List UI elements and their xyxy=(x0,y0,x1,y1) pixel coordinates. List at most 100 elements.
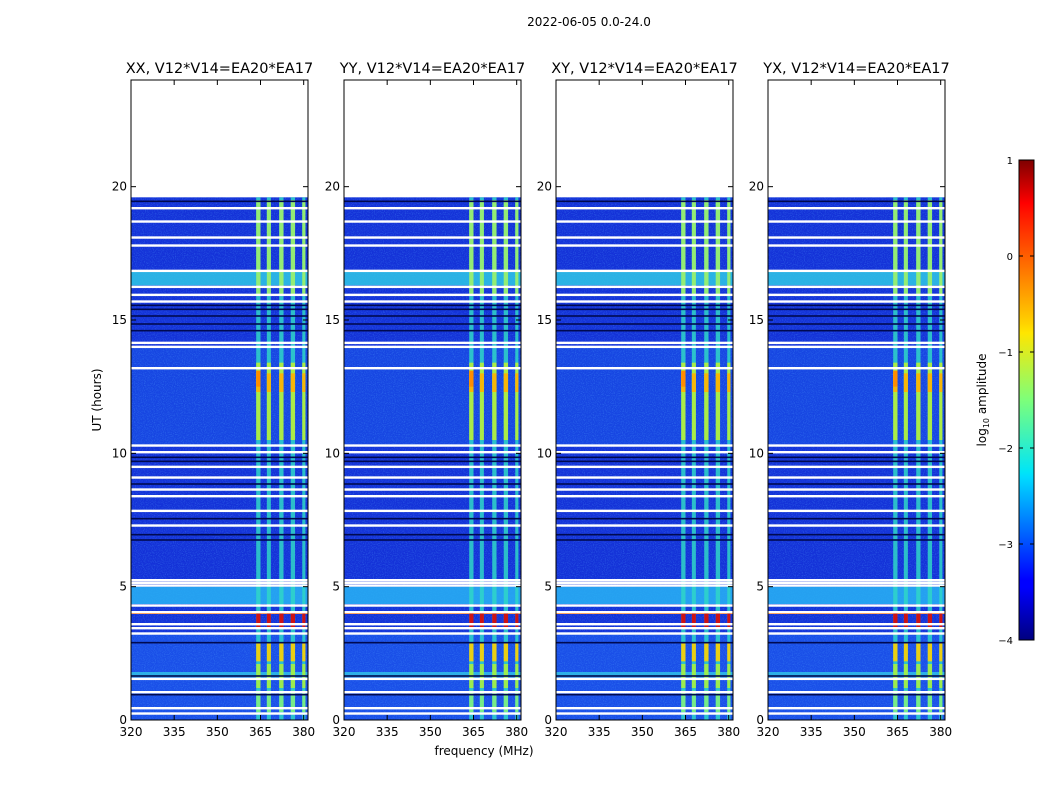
rfi-band xyxy=(916,197,921,721)
data-gap xyxy=(556,579,733,582)
rfi-block xyxy=(503,613,509,628)
rfi-band xyxy=(503,197,509,721)
y-tick-label: 15 xyxy=(537,313,552,327)
data-gap xyxy=(768,707,945,710)
data-gap xyxy=(556,623,733,626)
rfi-block xyxy=(939,690,943,712)
data-gap xyxy=(768,691,945,694)
rfi-block xyxy=(939,200,943,296)
rfi-block xyxy=(515,200,519,296)
dark-line xyxy=(131,533,308,536)
data-gap xyxy=(556,611,733,614)
rfi-block xyxy=(302,362,306,440)
rfi-block xyxy=(903,362,908,440)
rfi-band xyxy=(715,197,721,721)
data-gap xyxy=(344,495,521,498)
dark-line xyxy=(556,483,733,485)
data-gap xyxy=(556,632,733,635)
y-tick-label: 10 xyxy=(537,446,552,460)
rfi-block xyxy=(503,200,509,296)
rfi-block xyxy=(256,362,261,440)
rfi-block xyxy=(279,373,284,392)
rfi-block xyxy=(302,373,306,392)
rfi-block xyxy=(515,613,519,628)
data-gap xyxy=(556,604,733,607)
rfi-block xyxy=(691,690,696,712)
data-gap xyxy=(131,627,308,630)
rfi-block xyxy=(939,642,943,662)
colorbar-label: log10 amplitude xyxy=(975,354,991,447)
colorbar-label-sub: 10 xyxy=(982,418,991,428)
dark-line xyxy=(131,641,308,644)
rfi-block xyxy=(691,362,696,440)
x-tick-label: 350 xyxy=(206,725,229,739)
data-gap xyxy=(556,677,733,681)
rfi-block xyxy=(927,200,933,296)
data-gap xyxy=(344,465,521,469)
y-tick-label: 5 xyxy=(332,580,340,594)
rfi-block xyxy=(469,200,474,296)
colorbar-tick-label: −4 xyxy=(998,636,1013,647)
data-gap xyxy=(344,345,521,349)
data-gap xyxy=(556,509,733,513)
y-tick-label: 0 xyxy=(119,713,127,727)
rfi-block xyxy=(893,613,898,628)
dark-line xyxy=(768,315,945,317)
data-gap xyxy=(344,509,521,513)
data-gap xyxy=(131,236,308,239)
data-gap xyxy=(768,220,945,223)
rfi-band xyxy=(266,197,271,721)
data-gap xyxy=(768,341,945,345)
data-gap xyxy=(556,712,733,715)
data-gap xyxy=(556,488,733,491)
data-gap xyxy=(131,488,308,491)
rfi-block xyxy=(681,642,686,662)
rfi-block xyxy=(715,690,721,712)
data-gap xyxy=(556,269,733,273)
data-gap xyxy=(131,632,308,635)
rfi-band xyxy=(939,197,943,721)
y-tick-label: 15 xyxy=(325,313,340,327)
data-gap xyxy=(556,341,733,345)
data-gap xyxy=(768,627,945,630)
rfi-hotspot xyxy=(893,370,898,387)
dark-line xyxy=(344,315,521,317)
dark-line xyxy=(556,304,733,307)
data-gap xyxy=(768,623,945,626)
broadband-strip xyxy=(344,272,521,286)
dark-line xyxy=(768,308,945,311)
dark-line xyxy=(131,315,308,317)
data-gap xyxy=(344,207,521,210)
data-gap xyxy=(131,345,308,349)
rfi-block xyxy=(715,362,721,440)
dark-line xyxy=(131,329,308,332)
data-gap xyxy=(556,244,733,247)
x-tick-label: 350 xyxy=(843,725,866,739)
data-gap xyxy=(344,584,521,587)
rfi-band xyxy=(681,197,686,721)
data-gap xyxy=(131,367,308,370)
data-gap xyxy=(344,524,521,527)
dark-line xyxy=(344,517,521,520)
rfi-block xyxy=(704,362,709,440)
data-gap xyxy=(131,611,308,614)
rfi-band xyxy=(704,197,709,721)
colorbar-tick-label: 0 xyxy=(1007,252,1013,263)
dark-line xyxy=(768,533,945,536)
rfi-block xyxy=(492,200,497,296)
data-gap xyxy=(131,579,308,582)
data-gap xyxy=(768,293,945,297)
rfi-block xyxy=(903,200,908,296)
data-gap xyxy=(344,691,521,694)
x-tick-label: 365 xyxy=(886,725,909,739)
data-gap xyxy=(556,584,733,587)
data-gap xyxy=(131,495,308,498)
dark-line xyxy=(768,200,945,203)
rfi-block xyxy=(492,373,497,392)
rfi-block xyxy=(939,373,943,392)
broadband-strip xyxy=(556,272,733,286)
panel-3: XY, V12*V14=EA20*EA17 320 335 350 365 380 0 5 10… xyxy=(537,61,740,739)
panel-title: XX, V12*V14=EA20*EA17 xyxy=(126,61,314,77)
rfi-block xyxy=(927,690,933,712)
rfi-block xyxy=(927,642,933,662)
